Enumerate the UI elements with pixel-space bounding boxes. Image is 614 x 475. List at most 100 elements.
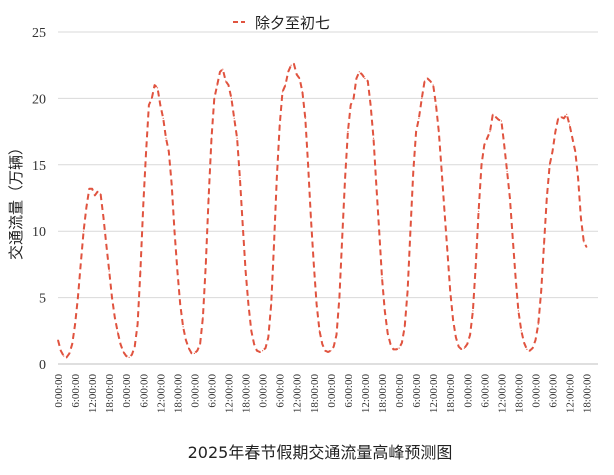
data-point (580, 217, 582, 219)
data-point (537, 323, 539, 325)
data-point (208, 197, 210, 199)
legend-label: 除夕至初七 (255, 14, 330, 32)
data-point (426, 77, 429, 80)
data-point (225, 80, 227, 82)
data-point (398, 347, 400, 349)
data-point (520, 330, 522, 332)
data-point (438, 131, 440, 133)
x-tick-label: 6:00:00 (275, 374, 287, 408)
data-point (435, 104, 437, 106)
data-point (557, 117, 559, 119)
data-point (230, 97, 232, 99)
x-tick-label: 0:00:00 (258, 374, 270, 408)
data-point (159, 104, 161, 106)
data-point (213, 97, 215, 99)
data-point (415, 131, 417, 133)
y-axis-title: 交通流量（万辆） (7, 140, 25, 260)
data-point (495, 116, 497, 118)
data-point (409, 230, 411, 232)
data-point (540, 290, 542, 292)
data-point (387, 332, 389, 335)
data-point (210, 137, 213, 139)
x-tick-label: 0:00:00 (121, 374, 133, 408)
data-point (330, 350, 332, 352)
data-point (205, 263, 207, 265)
series-line-0 (57, 62, 588, 359)
data-point (191, 352, 193, 354)
data-point (100, 193, 102, 195)
data-point (57, 339, 59, 341)
gridlines (58, 31, 598, 299)
x-tick-label: 0:00:00 (326, 374, 338, 408)
data-point (341, 237, 343, 239)
data-point (372, 137, 375, 139)
data-point (259, 351, 261, 353)
data-point (503, 144, 505, 146)
data-point (500, 120, 502, 122)
data-point (316, 303, 318, 305)
data-point (60, 350, 62, 352)
data-point (370, 104, 372, 106)
data-point (77, 297, 79, 299)
data-point (128, 356, 130, 358)
x-tick-label: 18:00:00 (172, 374, 184, 414)
x-tick-label: 6:00:00 (479, 374, 491, 408)
data-point (117, 331, 119, 333)
data-point (324, 350, 326, 352)
data-point (185, 339, 187, 341)
data-point (156, 87, 159, 89)
data-point (378, 230, 380, 232)
data-point (583, 241, 585, 243)
data-point (509, 197, 511, 199)
data-point (171, 184, 173, 186)
data-point (188, 347, 190, 349)
x-tick-label: 18:00:00 (241, 374, 253, 414)
data-point (577, 177, 579, 179)
x-tick-label: 12:00:00 (224, 374, 236, 414)
data-point (125, 355, 127, 357)
data-point (574, 150, 576, 153)
data-point (478, 210, 480, 212)
data-point (63, 355, 65, 357)
data-point (534, 339, 537, 341)
data-point (543, 243, 545, 246)
data-point (304, 117, 306, 119)
data-point (463, 347, 465, 349)
data-point (250, 330, 252, 332)
x-tick-label: 0:00:00 (53, 374, 65, 408)
data-point (364, 77, 366, 80)
data-point (102, 217, 105, 219)
x-tick-label: 0:00:00 (394, 374, 406, 408)
y-tick-label: 5 (39, 292, 46, 307)
data-point (71, 343, 73, 345)
data-point (480, 164, 483, 166)
data-point (168, 150, 170, 153)
x-tick-label: 18:00:00 (377, 374, 389, 414)
data-point (401, 342, 403, 344)
data-point (202, 316, 204, 319)
data-point (318, 330, 321, 332)
data-point (355, 77, 357, 80)
data-point (549, 164, 551, 166)
data-point (489, 131, 491, 133)
data-point (358, 71, 360, 73)
x-tick-label: 0:00:00 (530, 374, 542, 408)
data-point (114, 316, 116, 319)
data-point (566, 113, 568, 115)
data-point (466, 343, 468, 345)
data-point (139, 270, 141, 272)
x-axis-ticks: 0:00:00 6:00:00 12:00:00 18:00:00 0:00:00 6:0… (53, 374, 594, 414)
data-point (361, 73, 363, 76)
data-point (267, 336, 269, 338)
x-tick-label: 6:00:00 (343, 374, 355, 408)
data-point (307, 164, 309, 166)
data-point (276, 177, 278, 179)
data-point (353, 97, 355, 99)
data-point (523, 342, 525, 344)
data-point (512, 237, 514, 239)
data-point (279, 124, 281, 126)
data-point (469, 334, 471, 336)
data-point (94, 194, 96, 196)
data-point (236, 137, 238, 139)
data-point (196, 350, 198, 352)
